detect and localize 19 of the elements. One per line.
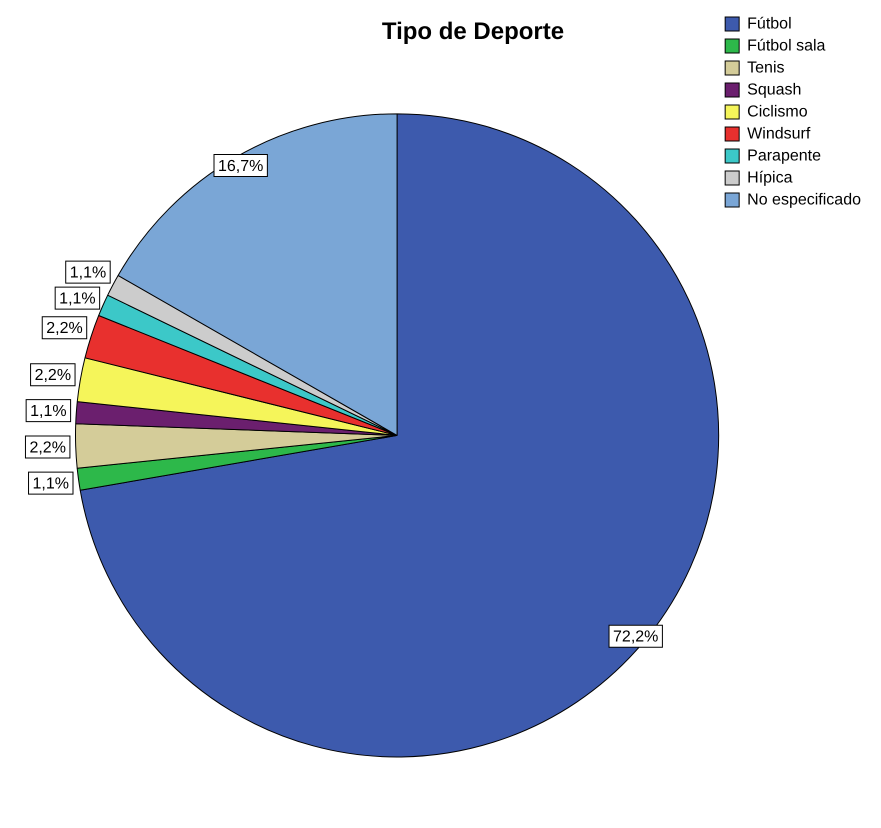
data-label: 16,7% <box>218 158 264 175</box>
data-label: 2,2% <box>29 439 66 456</box>
data-label: 1,1% <box>32 475 69 492</box>
data-label: 2,2% <box>34 367 72 384</box>
legend-label: No especificado <box>747 191 862 208</box>
legend-label: Hípica <box>747 169 793 186</box>
data-label: 2,2% <box>46 320 83 338</box>
legend-label: Fútbol sala <box>747 37 826 54</box>
legend-label: Fútbol <box>747 15 792 32</box>
data-label: 1,1% <box>59 290 96 308</box>
legend-label: Windsurf <box>747 125 811 142</box>
data-label: 1,1% <box>30 403 67 420</box>
data-label: 1,1% <box>70 264 106 282</box>
chart-title: Tipo de Deporte <box>382 18 564 46</box>
data-label: 72,2% <box>613 628 658 646</box>
legend-label: Ciclismo <box>747 103 808 120</box>
legend-label: Squash <box>747 81 802 98</box>
legend-label: Tenis <box>747 59 785 76</box>
legend-label: Parapente <box>747 147 822 164</box>
